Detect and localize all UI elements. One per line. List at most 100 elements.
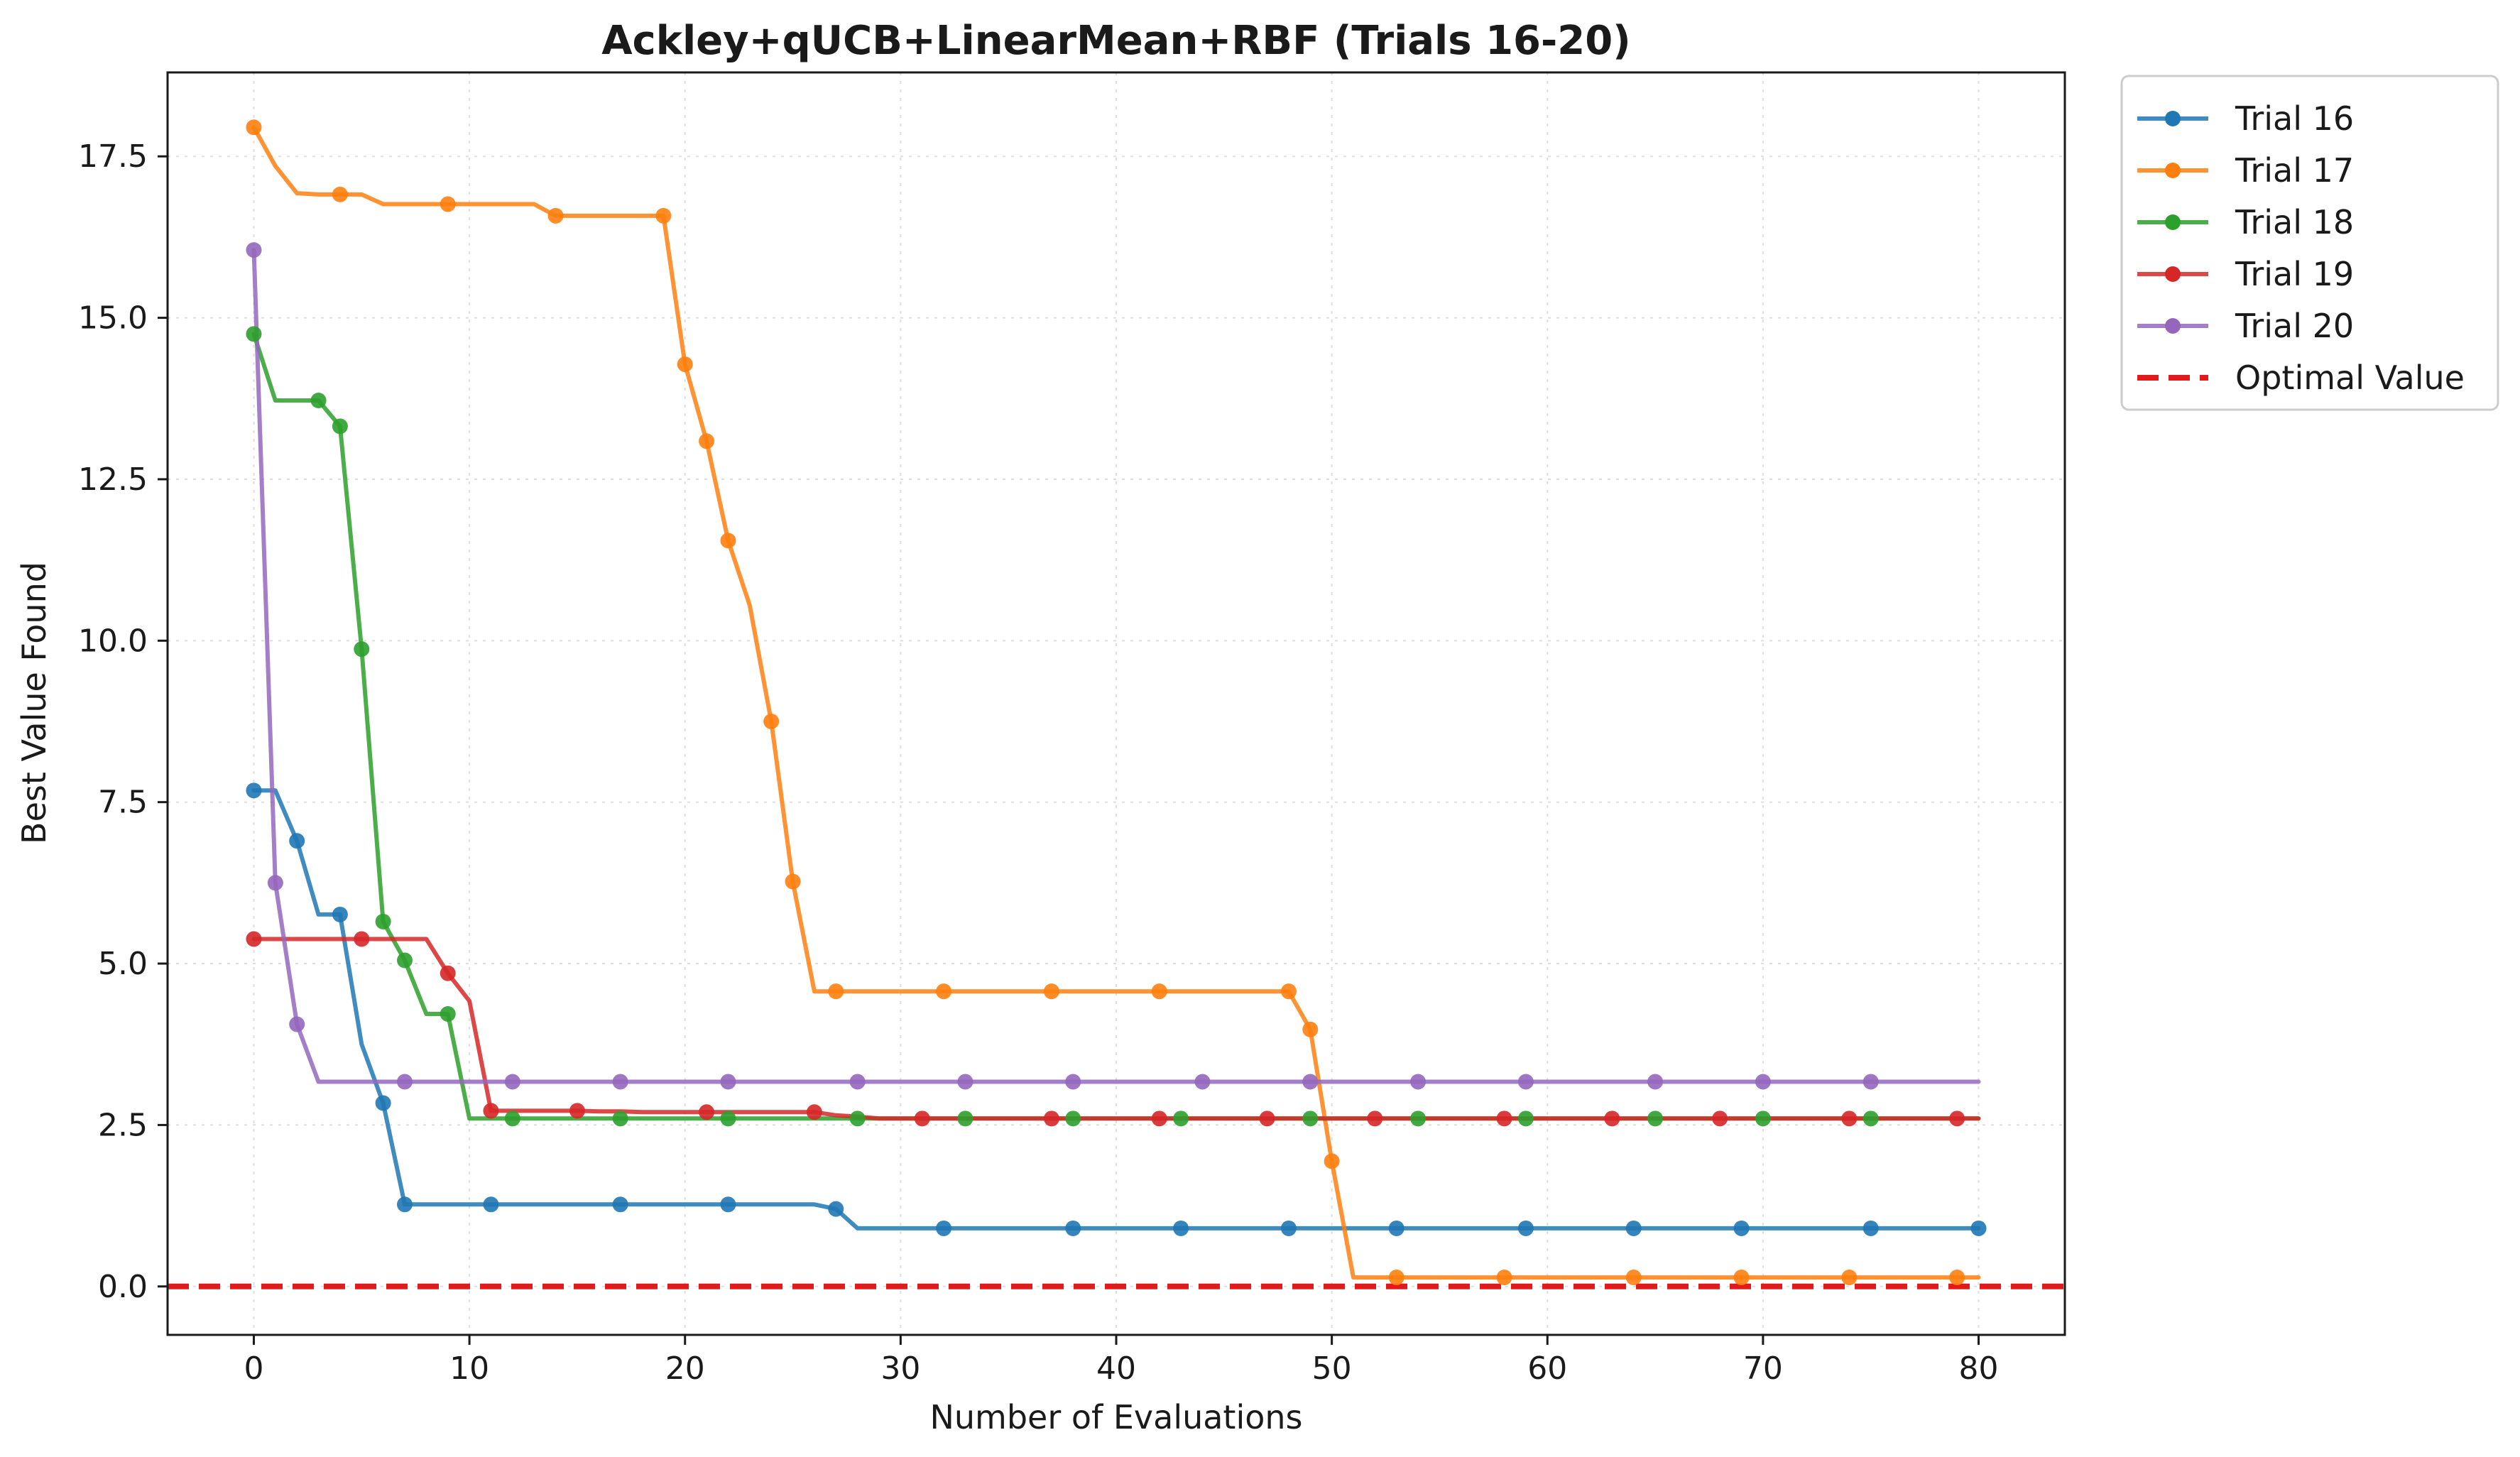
trial-16-point xyxy=(828,1201,844,1217)
legend-label: Trial 17 xyxy=(2235,151,2354,190)
trial-17-point xyxy=(677,356,693,373)
trial-20-point xyxy=(1194,1074,1211,1090)
trial-17-point xyxy=(1496,1270,1512,1286)
trial-19-point xyxy=(806,1104,822,1120)
trial-17-point xyxy=(1625,1270,1642,1286)
trial-18-point xyxy=(720,1111,736,1127)
trial-18-point xyxy=(1302,1111,1319,1127)
y-axis-ticks: 0.0 2.5 5.0 7.5 10.0 12.5 15.0 17.5 xyxy=(78,138,168,1305)
x-tick-label: 0 xyxy=(244,1350,263,1387)
trial-20-point xyxy=(267,875,283,891)
trial-18-point xyxy=(1647,1111,1664,1127)
trial-20-point xyxy=(289,1016,305,1032)
trial-19-point xyxy=(1712,1111,1728,1127)
x-axis-ticks: 0 10 20 30 40 50 60 70 80 xyxy=(244,1335,1999,1387)
trial-18-point xyxy=(397,952,413,968)
trial-18-point xyxy=(440,1005,456,1022)
trial-19-point xyxy=(1151,1111,1167,1127)
trial-18-point xyxy=(332,418,348,435)
trial-19-point xyxy=(354,931,370,947)
legend-marker xyxy=(2165,214,2181,230)
trial-16-point xyxy=(612,1196,628,1213)
legend-entry-trial-16: Trial 16 xyxy=(2137,99,2354,138)
trial-17-point xyxy=(763,714,780,730)
trial-19-point xyxy=(246,931,262,947)
trial-16-point xyxy=(1388,1220,1404,1236)
trial-17-point xyxy=(1043,983,1059,1000)
y-tick-label: 10.0 xyxy=(78,623,148,659)
trial-19-point xyxy=(483,1103,499,1119)
trial-17-point xyxy=(699,433,715,449)
legend-label: Optimal Value xyxy=(2235,359,2465,397)
y-tick-label: 2.5 xyxy=(98,1107,148,1143)
trial-19-point xyxy=(1604,1111,1620,1127)
trial-20-point xyxy=(612,1074,628,1090)
trial-19-point xyxy=(1043,1111,1059,1127)
trial-20-point xyxy=(849,1074,866,1090)
trial-19-point xyxy=(440,965,456,981)
trial-16-point xyxy=(1970,1220,1987,1236)
legend-label: Trial 19 xyxy=(2235,255,2354,293)
legend: Trial 16 Trial 17 Trial 18 Trial 19 Trial 20… xyxy=(2120,75,2499,411)
legend-label: Trial 18 xyxy=(2235,203,2354,241)
trial-18-point xyxy=(957,1111,973,1127)
trial-18-point xyxy=(1173,1111,1189,1127)
legend-label: Trial 20 xyxy=(2235,307,2354,345)
trial-17-line xyxy=(251,125,1981,1280)
trial-17-point xyxy=(720,533,736,549)
trial-17-point xyxy=(547,207,564,224)
trial-16-point xyxy=(289,833,305,849)
y-tick-label: 15.0 xyxy=(78,300,148,337)
x-tick-label: 40 xyxy=(1096,1350,1136,1387)
series-lines xyxy=(251,125,1981,1280)
legend-entry-trial-17: Trial 17 xyxy=(2137,151,2354,190)
trial-17-point xyxy=(1302,1021,1319,1037)
y-axis-label: Best Value Found xyxy=(15,562,53,844)
trial-19-point xyxy=(1259,1111,1275,1127)
trial-18-point xyxy=(1755,1111,1771,1127)
trial-16-point xyxy=(936,1220,952,1236)
trial-16-point xyxy=(375,1095,391,1111)
trial-17-point xyxy=(246,119,262,136)
trial-16-point xyxy=(1280,1220,1297,1236)
trial-20-point xyxy=(1410,1074,1427,1090)
trial-19-point xyxy=(1496,1111,1512,1127)
trial-16-point xyxy=(1862,1220,1879,1236)
x-tick-label: 60 xyxy=(1527,1350,1567,1387)
trial-20-point xyxy=(397,1074,413,1090)
trial-16-point xyxy=(1173,1220,1189,1236)
y-tick-label: 17.5 xyxy=(78,138,148,175)
trial-19-point xyxy=(1949,1111,1965,1127)
legend-entry-optimal-value: Optimal Value xyxy=(2137,359,2465,397)
legend-marker xyxy=(2165,318,2181,334)
legend-marker xyxy=(2165,163,2181,178)
trial-18-point xyxy=(354,641,370,657)
trial-20-point xyxy=(246,242,262,258)
trial-20-point xyxy=(504,1074,520,1090)
trial-19-point xyxy=(1367,1111,1383,1127)
trial-16-point xyxy=(1733,1220,1750,1236)
trial-16-point xyxy=(246,782,262,799)
trial-17-point xyxy=(828,983,844,1000)
trial-18-point xyxy=(1862,1111,1879,1127)
trial-20-point xyxy=(1302,1074,1319,1090)
trial-17-point xyxy=(785,873,801,890)
y-tick-label: 5.0 xyxy=(98,946,148,982)
trial-20-point xyxy=(1755,1074,1771,1090)
legend-entry-trial-18: Trial 18 xyxy=(2137,203,2354,241)
trial-20-point xyxy=(1647,1074,1664,1090)
trial-19-point xyxy=(914,1111,930,1127)
trial-20-point xyxy=(720,1074,736,1090)
trial-20-point xyxy=(957,1074,973,1090)
trial-17-point xyxy=(1324,1153,1340,1169)
trial-18-point xyxy=(246,326,262,342)
trial-16-line xyxy=(251,788,1981,1230)
trial-17-point xyxy=(1151,983,1167,1000)
trial-16-point xyxy=(720,1196,736,1213)
x-tick-label: 30 xyxy=(880,1350,920,1387)
trial-16-point xyxy=(1625,1220,1642,1236)
trial-17-point xyxy=(655,207,672,224)
trial-17-point xyxy=(1733,1270,1750,1286)
trial-18-point xyxy=(1410,1111,1427,1127)
